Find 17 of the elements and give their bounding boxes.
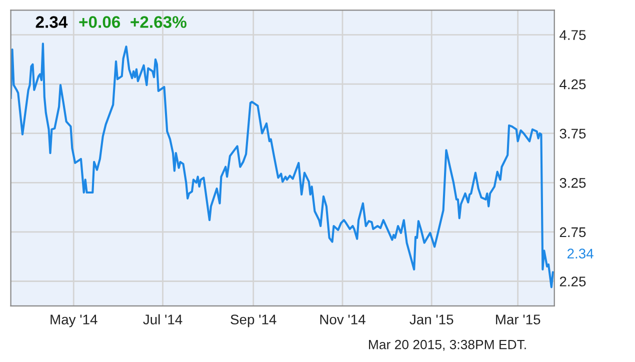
chart-title: 2.34 (36, 16, 68, 28)
y-tick-label: 3.25 (560, 178, 586, 188)
y-tick-label: 4.75 (560, 30, 586, 40)
chart-subtitle: +0.06 +2.63% (79, 16, 186, 28)
x-tick-label: Nov '14 (320, 314, 366, 324)
y-tick-label: 2.25 (560, 276, 586, 286)
annotation: 2.34 (567, 248, 594, 259)
x-tick-label: May '14 (50, 314, 98, 328)
y-tick-label: 2.75 (560, 227, 586, 238)
x-tick-label: Mar '15 (496, 314, 540, 324)
y-tick-label: 3.75 (560, 128, 586, 139)
y-tick-label: 4.25 (560, 79, 586, 90)
x-tick-label: Jul '14 (143, 314, 182, 324)
x-tick-label: Jan '15 (410, 314, 454, 324)
text: Mar 20 2015, 3:38PM EDT. (369, 340, 526, 351)
x-tick-label: Sep '14 (230, 314, 276, 328)
line-series (10, 42, 554, 288)
